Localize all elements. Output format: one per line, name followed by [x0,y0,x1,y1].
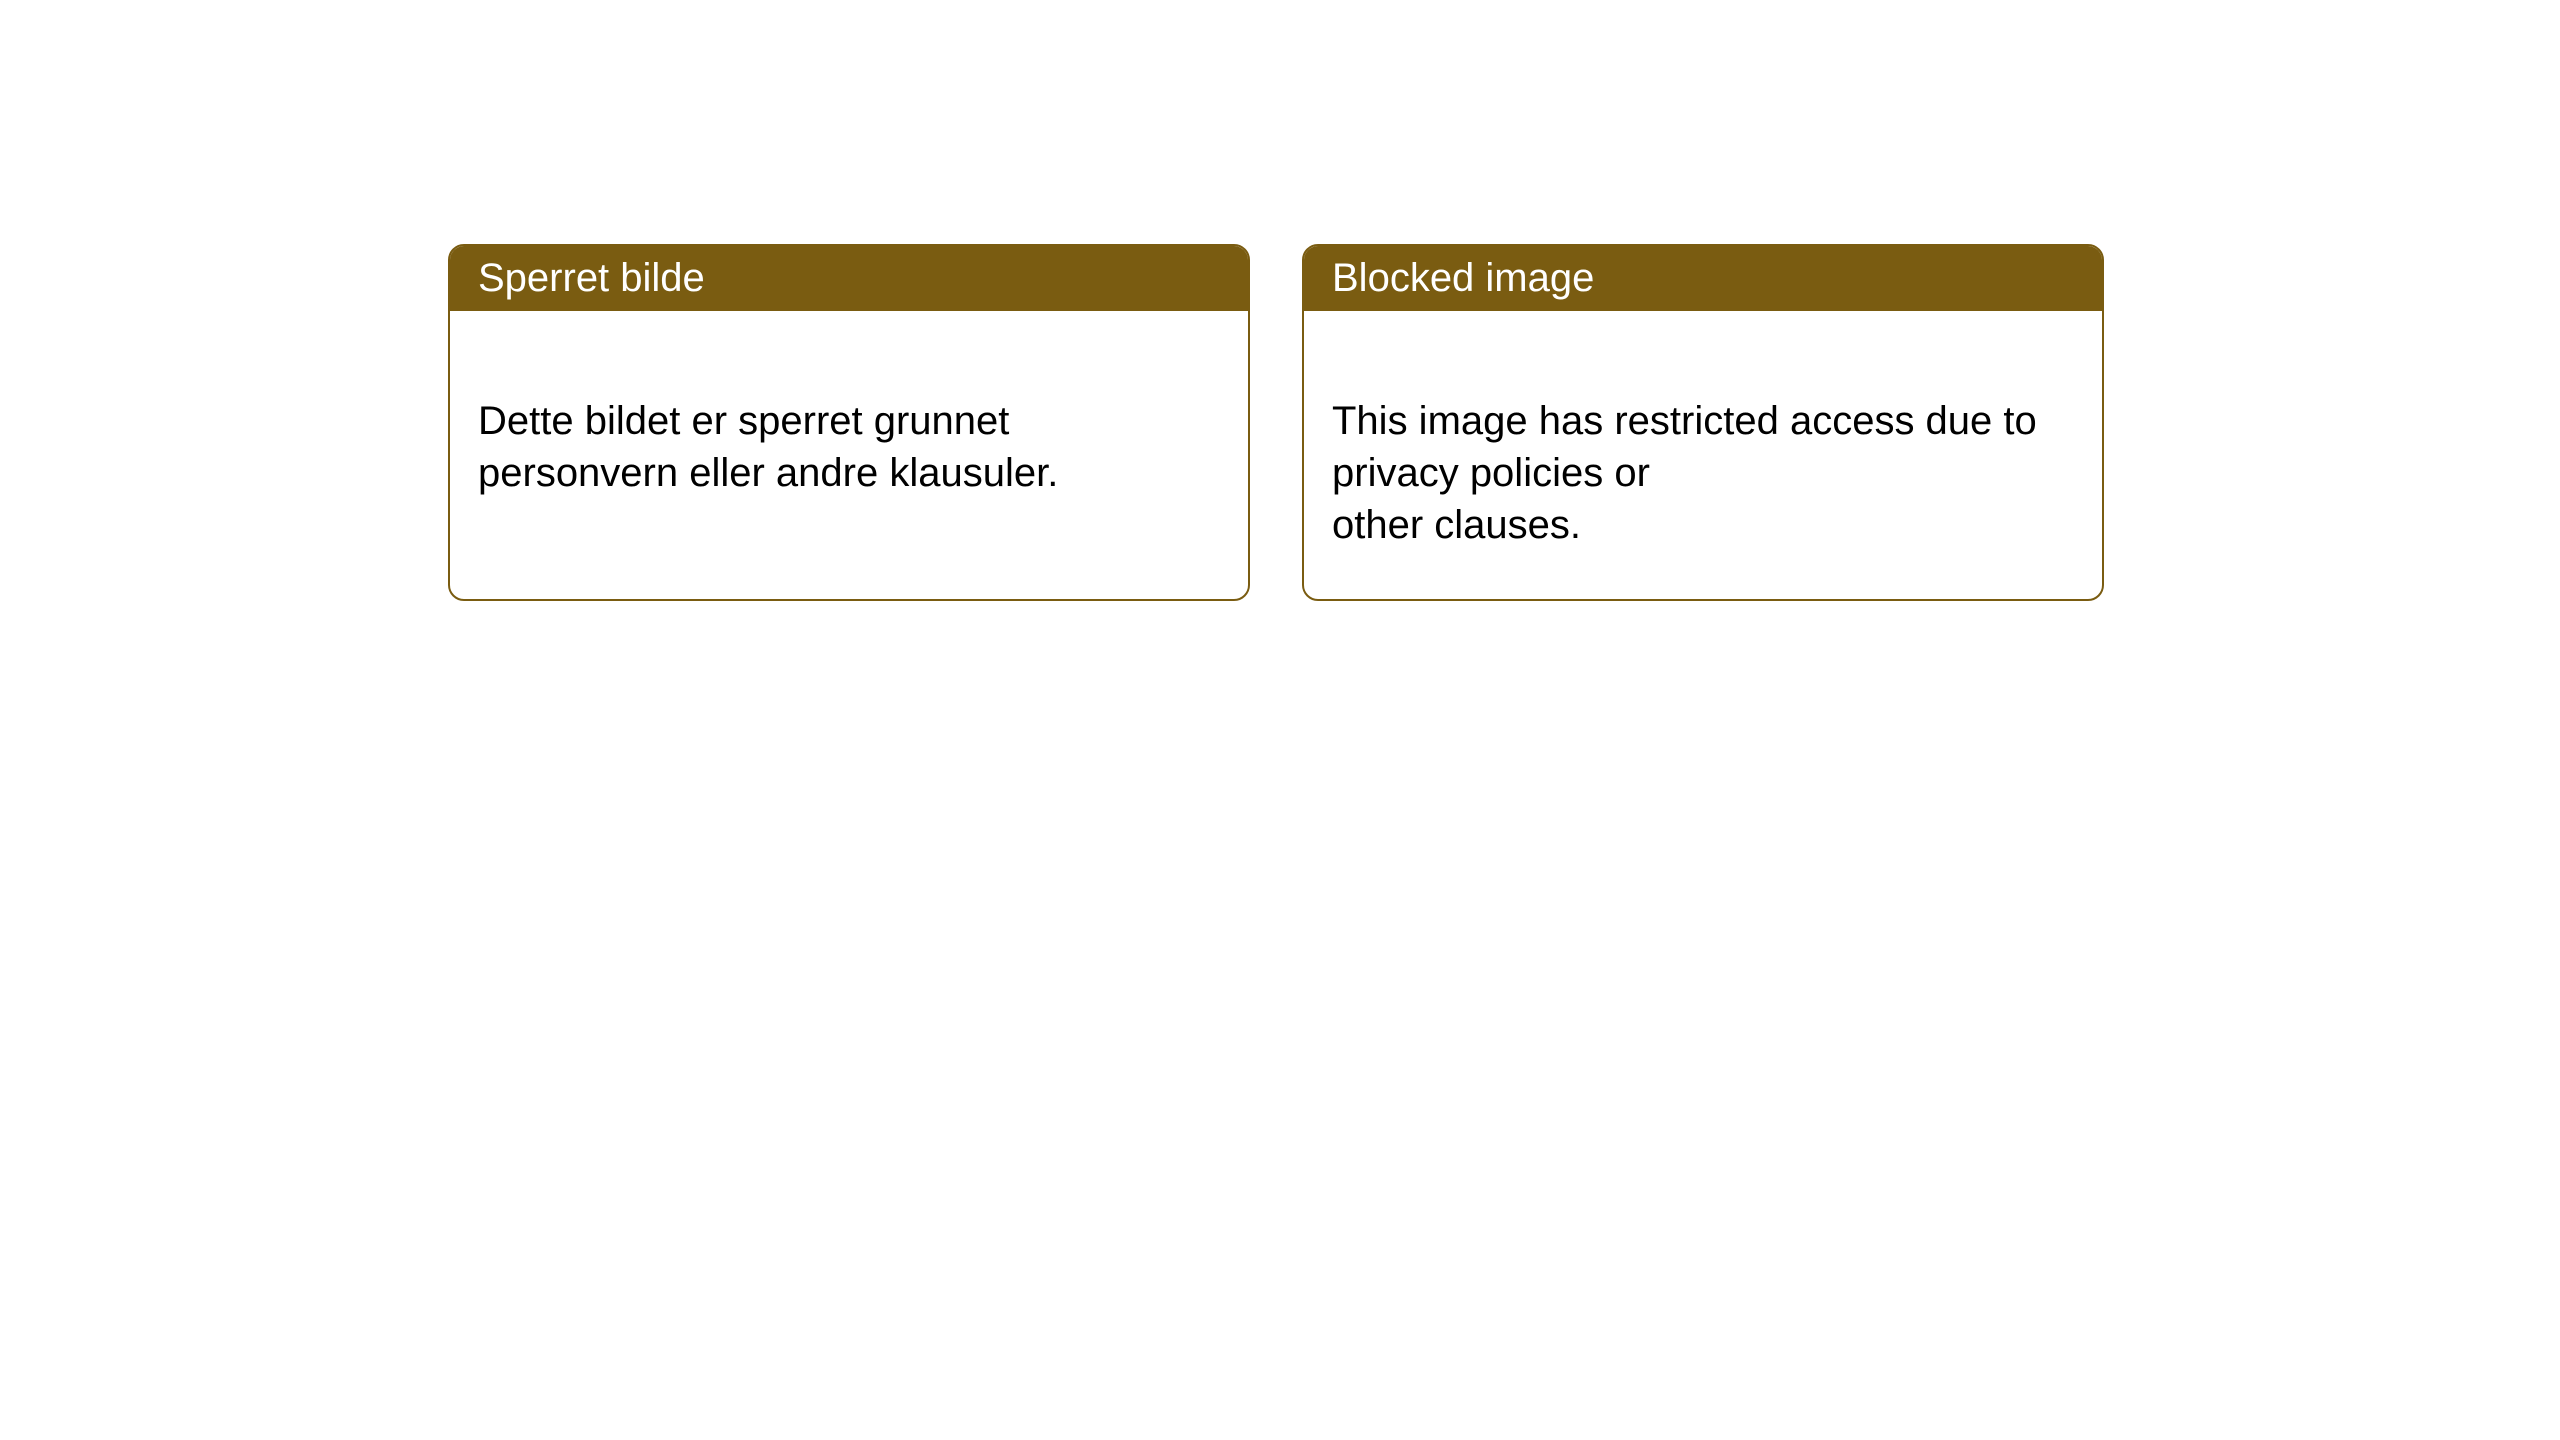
notice-panel-norwegian: Sperret bilde Dette bildet er sperret gr… [448,244,1250,601]
panel-body-text: Dette bildet er sperret grunnet personve… [478,399,1058,495]
notice-panel-english: Blocked image This image has restricted … [1302,244,2104,601]
panel-header: Sperret bilde [450,246,1248,311]
panel-header: Blocked image [1304,246,2102,311]
panel-body: This image has restricted access due to … [1304,311,2102,599]
panel-body: Dette bildet er sperret grunnet personve… [450,311,1248,581]
panel-title: Sperret bilde [478,256,705,300]
notice-container: Sperret bilde Dette bildet er sperret gr… [0,0,2560,601]
panel-body-text: This image has restricted access due to … [1332,399,2037,547]
panel-title: Blocked image [1332,256,1594,300]
